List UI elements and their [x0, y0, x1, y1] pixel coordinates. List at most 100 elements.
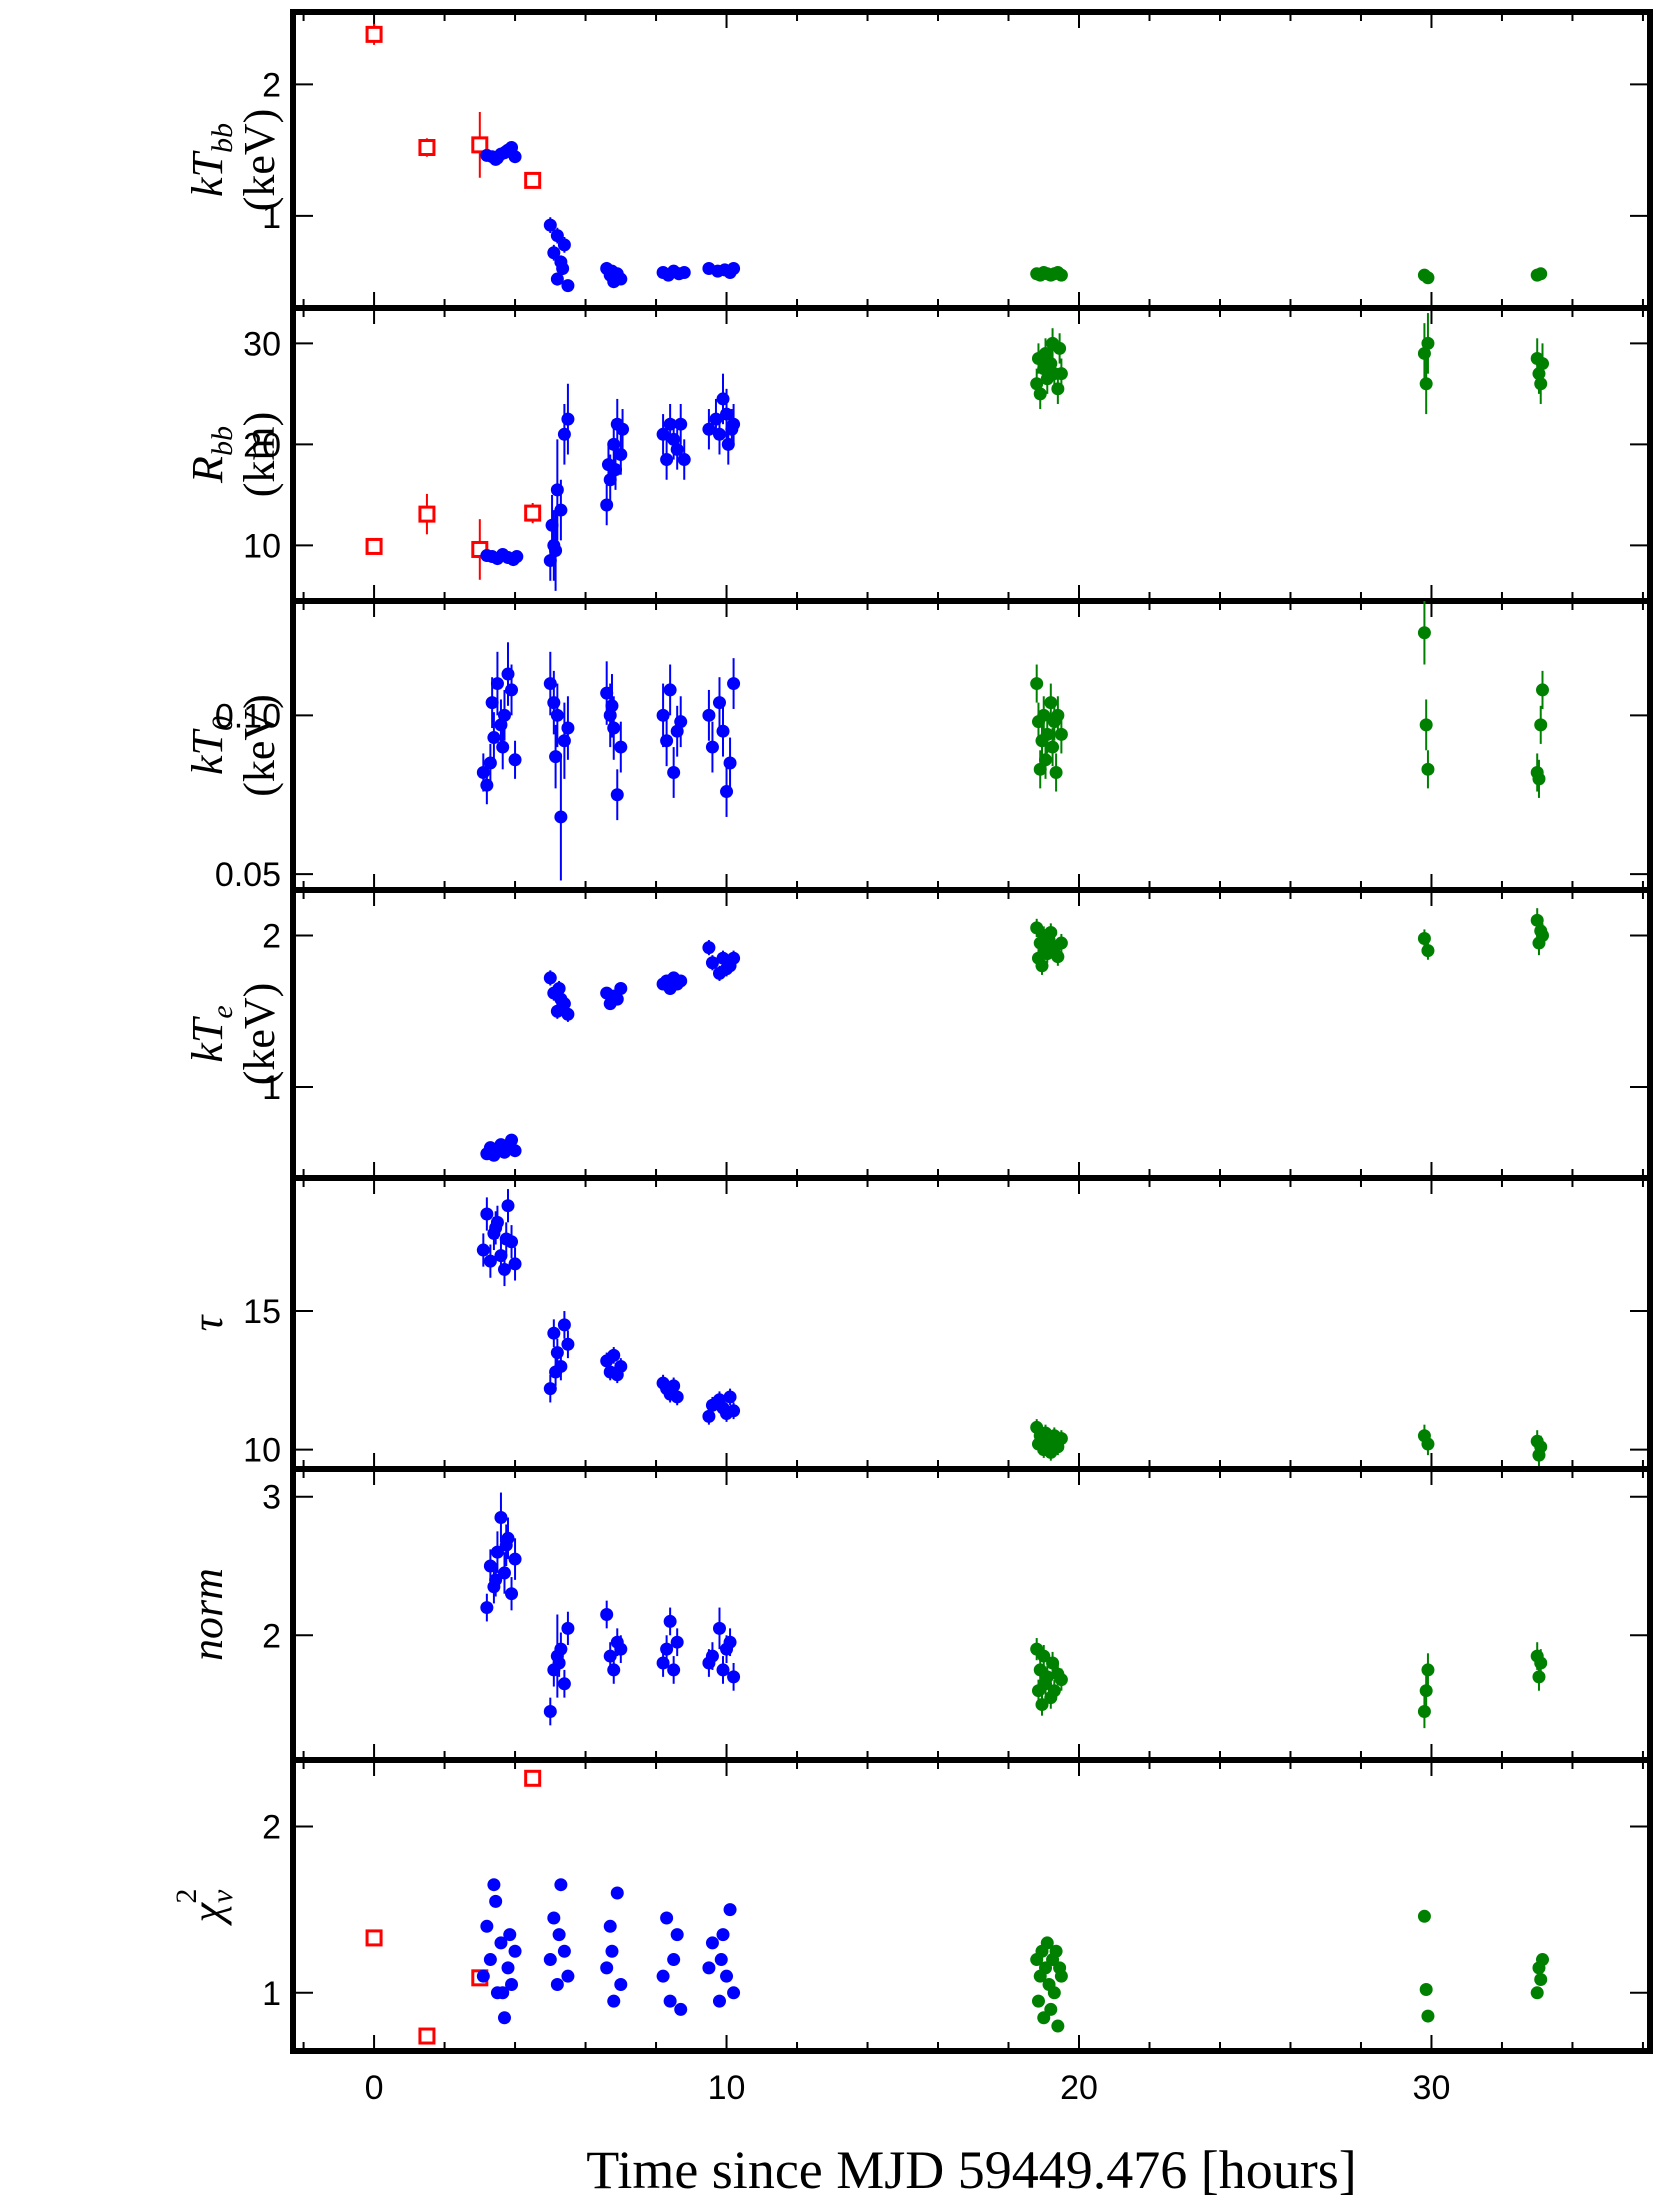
data-point	[600, 498, 614, 512]
data-point	[497, 708, 511, 722]
data-point	[557, 1318, 571, 1332]
data-point	[670, 1635, 684, 1649]
y-tick-label: 2	[262, 66, 281, 104]
y-tick-label: 2	[262, 1809, 281, 1847]
data-point	[561, 1337, 575, 1351]
data-point	[1417, 626, 1431, 640]
data-point	[547, 1911, 561, 1925]
data-point	[480, 1919, 494, 1933]
y-axis-unit: (keV)	[235, 694, 284, 797]
data-point	[614, 1359, 628, 1373]
data-point	[508, 1257, 522, 1271]
data-point	[483, 756, 497, 770]
data-point	[552, 982, 566, 996]
data-layer	[365, 23, 1548, 293]
data-point	[487, 731, 501, 745]
y-axis-unit: (keV)	[235, 109, 284, 212]
data-point	[1051, 2019, 1065, 2033]
data-point	[1033, 387, 1047, 401]
data-point	[1054, 936, 1068, 950]
data-point	[614, 1977, 628, 1991]
data-point	[677, 265, 691, 279]
data-point	[723, 756, 737, 770]
data-layer	[480, 1492, 1548, 1729]
data-point	[1035, 959, 1049, 973]
data-point	[1535, 928, 1549, 942]
data-point	[702, 422, 716, 436]
data-point	[727, 951, 741, 965]
data-point	[667, 1379, 681, 1393]
data-point	[1421, 271, 1435, 285]
y-axis-label: Rbb	[183, 426, 239, 484]
data-point	[714, 1953, 728, 1967]
data-point	[1534, 1440, 1548, 1454]
data-point	[712, 427, 726, 441]
data-point	[561, 1621, 575, 1635]
y-tick-label: 1	[262, 1975, 281, 2013]
data-point	[554, 810, 568, 824]
data-point	[600, 1608, 614, 1621]
data-point	[497, 1262, 511, 1276]
data-point	[727, 1986, 741, 2000]
data-point	[1030, 677, 1044, 691]
data-point	[1047, 1684, 1061, 1698]
data-point	[674, 715, 688, 729]
y-axis-label: kT0	[183, 716, 239, 775]
data-point	[557, 1677, 571, 1691]
data-point	[480, 1601, 494, 1615]
y-axis-label-main: kT	[183, 1015, 232, 1063]
data-point	[614, 272, 628, 286]
data-point	[476, 1969, 490, 1983]
data-point	[610, 1886, 624, 1900]
data-point	[483, 1559, 497, 1573]
data-point	[614, 740, 628, 754]
data-point	[603, 1919, 617, 1933]
data-point	[607, 1994, 621, 2008]
data-point	[497, 1566, 511, 1580]
data-point	[1031, 1994, 1045, 2008]
data-point	[607, 721, 621, 735]
data-point	[727, 1670, 741, 1684]
data-point	[505, 683, 519, 697]
data-point	[552, 1928, 566, 1942]
data-point	[1419, 1982, 1433, 1996]
data-point	[663, 683, 677, 697]
data-point	[501, 1961, 515, 1975]
data-point	[505, 1133, 519, 1147]
y-tick-label: 0.10	[215, 697, 281, 735]
data-point	[674, 417, 688, 431]
data-point	[510, 550, 524, 564]
data-point	[1054, 1673, 1068, 1687]
data-point	[1051, 708, 1065, 722]
data-point	[607, 1348, 621, 1362]
data-point	[705, 1649, 719, 1663]
y-tick-label: 1	[262, 198, 281, 236]
data-point	[489, 1221, 503, 1235]
data-point	[660, 1911, 674, 1925]
data-point	[508, 1552, 522, 1566]
data-point	[727, 262, 741, 276]
data-point	[1049, 1944, 1063, 1958]
data-point	[547, 246, 561, 260]
data-point	[1535, 357, 1549, 371]
data-point-square	[524, 171, 542, 189]
data-point	[1054, 1969, 1068, 1983]
data-point	[543, 971, 557, 985]
data-point	[1419, 1684, 1433, 1698]
data-layer	[365, 1769, 1549, 2045]
data-point	[550, 1977, 564, 1991]
data-point	[557, 427, 571, 441]
data-point	[1040, 727, 1054, 741]
data-point	[490, 1545, 504, 1559]
data-point	[1530, 1986, 1544, 2000]
data-point-square	[418, 505, 436, 523]
data-point	[1534, 267, 1548, 281]
data-point	[543, 1953, 557, 1967]
data-point	[1534, 718, 1548, 732]
data-point	[1534, 1656, 1548, 1670]
data-point-square	[365, 25, 383, 43]
data-point	[605, 264, 619, 278]
y-axis-label-main: kT	[183, 727, 232, 775]
